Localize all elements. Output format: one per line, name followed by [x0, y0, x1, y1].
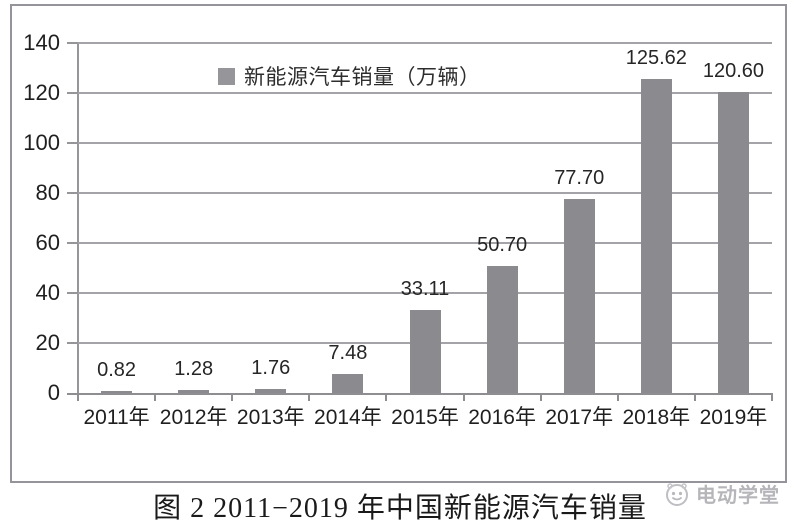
plot-area: 0.82 1.28 1.76 7.48 33.11 50.70 77.70 125.62 120…	[67, 42, 773, 401]
x-tick-label: 2019年	[699, 406, 768, 429]
bar-value-label: 120.60	[702, 59, 765, 82]
y-tick-label: 60	[35, 230, 60, 255]
bar	[640, 78, 672, 393]
gridline	[78, 42, 772, 44]
x-tick-label: 2016年	[468, 406, 536, 429]
bar	[332, 374, 364, 393]
legend-label: 新能源汽车销量（万辆）	[244, 66, 481, 89]
y-tick-label: 80	[35, 180, 60, 205]
bar	[409, 310, 441, 393]
bar	[563, 198, 595, 393]
bar-value-label: 77.70	[554, 166, 605, 189]
x-axis-tick	[385, 393, 388, 401]
x-axis-tick	[77, 393, 79, 401]
x-tick-label: 2014年	[314, 406, 382, 429]
bar	[255, 388, 287, 393]
bar-value-label: 33.11	[400, 278, 450, 301]
y-axis-tick	[67, 192, 78, 194]
x-tick-label: 2011年	[83, 406, 150, 429]
gridline	[78, 242, 772, 244]
x-axis-tick	[154, 393, 157, 401]
y-axis-tick	[67, 342, 78, 344]
y-tick-label: 100	[23, 130, 60, 155]
x-axis-tick	[616, 393, 619, 401]
y-axis-tick	[67, 92, 78, 94]
gridline	[78, 292, 772, 294]
x-axis-tick	[771, 393, 773, 401]
x-axis-tick	[231, 393, 234, 401]
bar	[717, 91, 749, 393]
bar	[178, 389, 210, 393]
x-axis-tick	[462, 393, 465, 401]
x-tick-label: 2017年	[545, 406, 614, 429]
x-axis-tick	[308, 393, 311, 401]
bar	[101, 390, 133, 393]
gridline	[78, 192, 772, 194]
x-tick-label: 2013年	[236, 406, 305, 429]
watermark: 电动学堂	[663, 479, 780, 508]
chart-caption: 图 2 2011−2019 年中国新能源汽车销量	[153, 493, 647, 524]
y-tick-label: 20	[35, 330, 60, 355]
legend-swatch-icon	[218, 67, 235, 85]
gridline	[78, 92, 772, 94]
x-tick-label: 2015年	[391, 406, 459, 429]
x-axis-tick	[539, 393, 542, 401]
y-tick-label: 0	[47, 380, 60, 405]
bar-value-label: 0.82	[97, 358, 137, 381]
bar-value-label: 50.70	[477, 234, 528, 257]
y-axis-tick	[67, 142, 78, 144]
y-axis-tick	[67, 242, 78, 244]
bar-value-label: 1.28	[174, 357, 214, 380]
chart-frame: 新能源汽车销量（万辆） 0.82 1.28 1.76 7.48 33.11 50.70 77…	[10, 4, 787, 483]
bar-value-label: 7.48	[328, 342, 368, 365]
bar-value-label: 1.76	[251, 356, 291, 379]
y-axis-line	[77, 43, 79, 393]
gridline	[78, 142, 772, 144]
y-axis-tick	[67, 292, 78, 294]
y-tick-label: 120	[23, 80, 60, 105]
watermark-text: 电动学堂	[696, 485, 780, 507]
y-tick-label: 40	[35, 280, 60, 305]
x-tick-label: 2018年	[622, 406, 691, 429]
x-axis-tick	[693, 393, 696, 401]
x-tick-label: 2012年	[159, 406, 228, 429]
y-axis-tick	[67, 42, 78, 44]
y-tick-label: 140	[23, 30, 60, 55]
watermark-logo-icon	[663, 480, 691, 508]
x-axis-line	[67, 393, 772, 395]
bar-value-label: 125.62	[625, 46, 687, 69]
chart-legend: 新能源汽车销量（万辆）	[218, 61, 481, 91]
bar	[486, 266, 518, 393]
